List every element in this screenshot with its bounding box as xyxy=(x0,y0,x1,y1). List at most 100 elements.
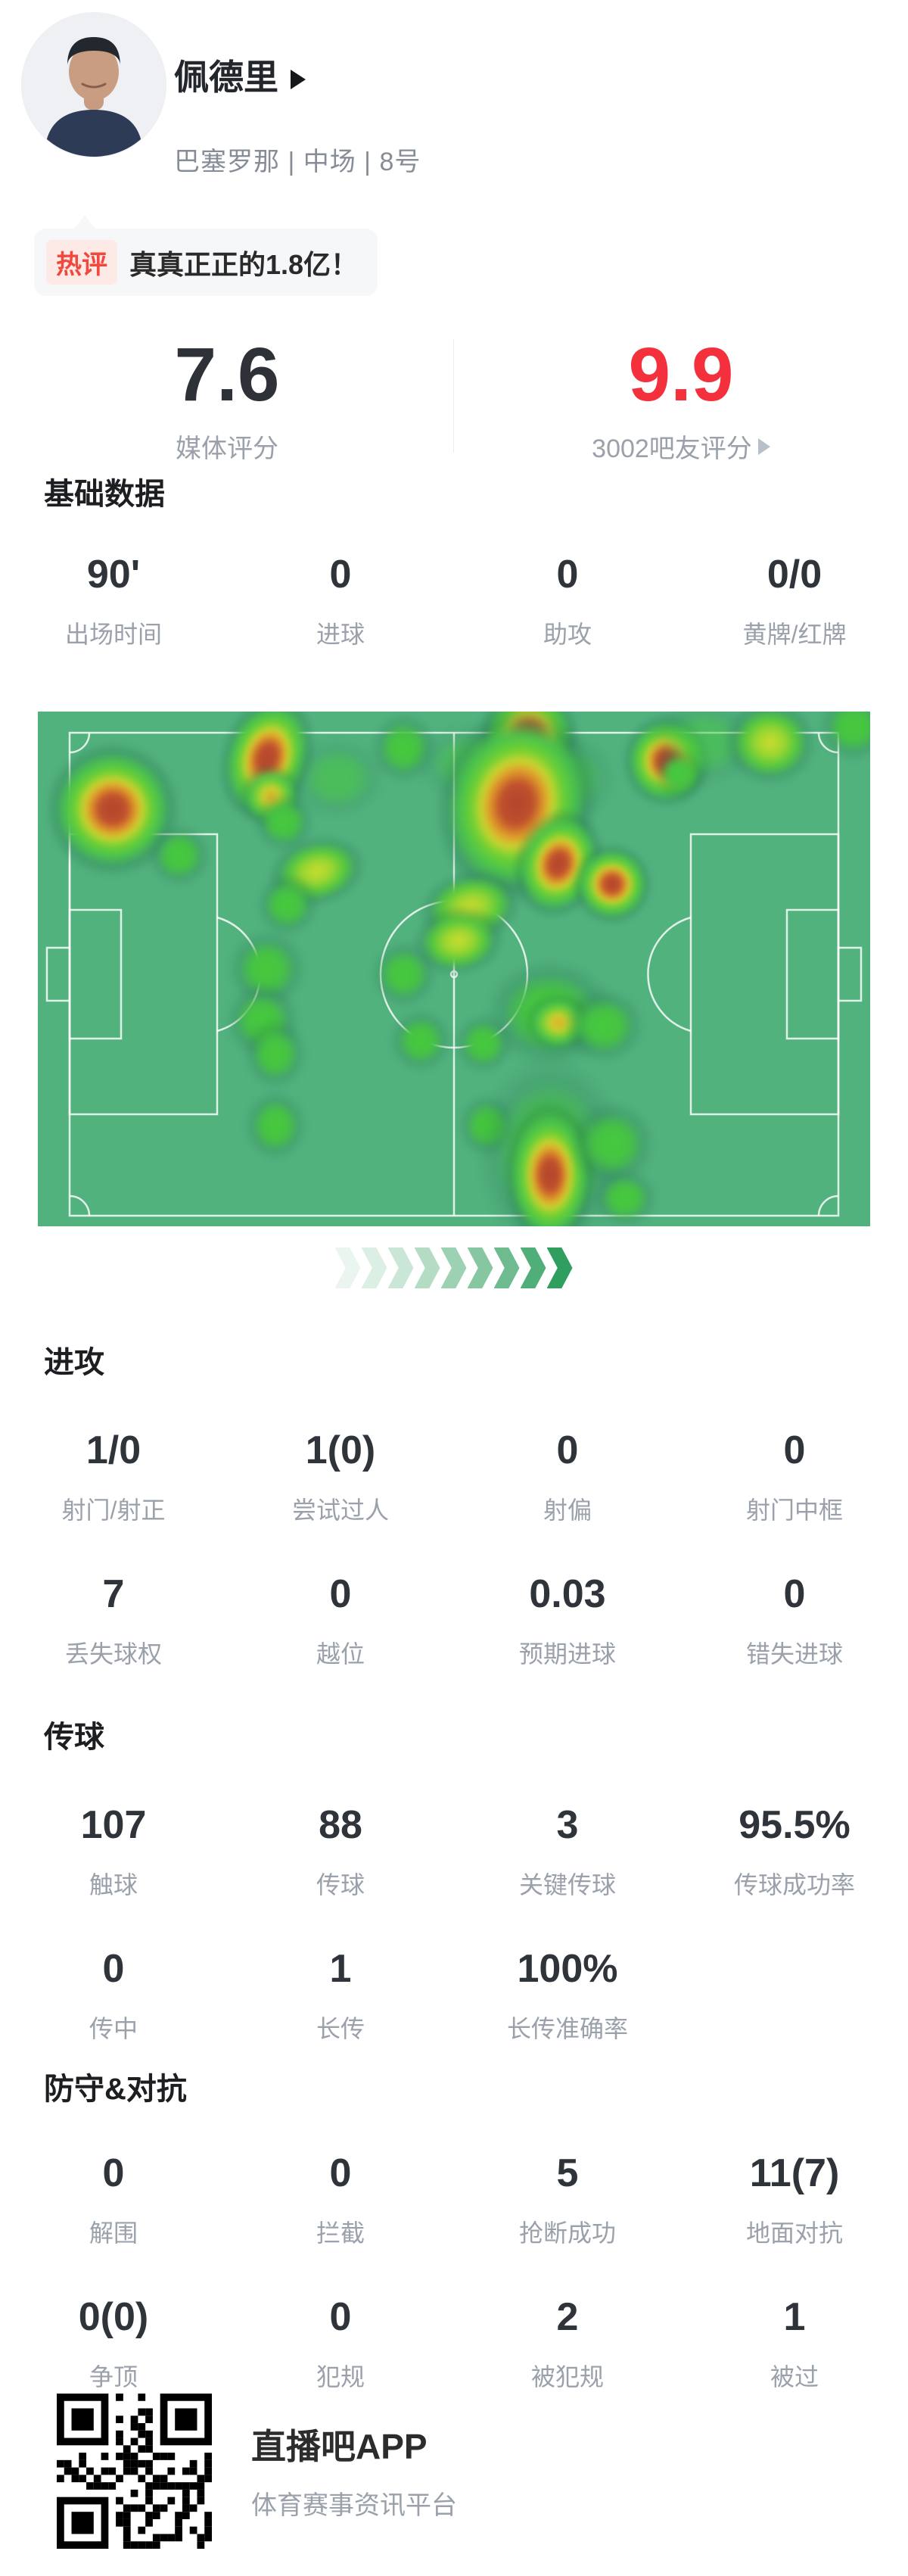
name-arrow-icon xyxy=(291,70,306,89)
heat-blob xyxy=(388,1008,453,1073)
stat-cell-long-ball-accuracy: 100% 长传准确率 xyxy=(454,1945,681,2044)
hot-comment-badge[interactable]: 热评 真真正正的1.8亿！ xyxy=(34,216,378,296)
stat-cell-clearances: 0 解围 xyxy=(0,2150,227,2248)
stat-label: 传中 xyxy=(89,2015,138,2042)
stat-cell-shots: 1/0 射门/射正 xyxy=(0,1427,227,1525)
chevron-icon xyxy=(520,1248,546,1288)
stat-cell-xg: 0.03 预期进球 xyxy=(454,1571,681,1669)
stat-label: 犯规 xyxy=(316,2363,365,2391)
stat-value: 0.03 xyxy=(529,1572,606,1616)
stat-value: 90' xyxy=(86,553,141,596)
avatar-photo xyxy=(22,13,166,157)
stat-value: 0 xyxy=(329,1572,352,1616)
stat-value: 107 xyxy=(80,1803,147,1847)
section-title-passing: 传球 xyxy=(44,1721,104,1754)
passing-stats-row-2: 0 传中 1 长传 100% 长传准确率 xyxy=(0,1945,908,2044)
stat-label: 解围 xyxy=(89,2219,138,2247)
stat-value: 0 xyxy=(102,2151,125,2195)
player-avatar[interactable] xyxy=(21,12,166,157)
player-team-line: 巴塞罗那 | 中场 | 8号 xyxy=(174,148,421,176)
fans-rating[interactable]: 9.9 3002吧友评分 xyxy=(454,326,908,465)
stat-label: 黄牌/红牌 xyxy=(742,621,847,648)
stat-cell-dribbles: 1(0) 尝试过人 xyxy=(227,1427,454,1525)
media-rating-label: 媒体评分 xyxy=(176,435,278,463)
stat-cell-offsides: 0 越位 xyxy=(227,1571,454,1669)
stat-value: 0 xyxy=(102,1947,125,1991)
stat-cell-empty xyxy=(681,1945,908,2044)
stat-label: 长传 xyxy=(316,2015,365,2042)
stat-cell-was-fouled: 2 被犯规 xyxy=(454,2294,681,2392)
stat-value: 2 xyxy=(556,2295,579,2339)
stat-value: 11(7) xyxy=(749,2151,840,2195)
hot-comment-text: 真真正正的1.8亿！ xyxy=(129,248,359,280)
stat-label: 射门/射正 xyxy=(61,1497,166,1524)
stat-value: 0 xyxy=(329,2295,352,2339)
chevron-icon xyxy=(414,1248,440,1288)
stat-cell-crosses: 0 传中 xyxy=(0,1945,227,2044)
stat-cell-tackles: 5 抢断成功 xyxy=(454,2150,681,2248)
stat-label: 地面对抗 xyxy=(745,2219,843,2247)
stat-value: 100% xyxy=(517,1947,618,1991)
stat-cell-key-passes: 3 关键传球 xyxy=(454,1802,681,1900)
heat-blob xyxy=(255,872,320,937)
heatmap-pitch xyxy=(38,712,870,1226)
heat-blob xyxy=(571,843,653,925)
stat-label: 传球成功率 xyxy=(733,1871,855,1899)
chevron-arrows-icon xyxy=(0,1248,908,1288)
fans-rating-label-text: 3002吧友评分 xyxy=(592,435,752,463)
stat-cell-pass-accuracy: 95.5% 传球成功率 xyxy=(681,1802,908,1900)
basic-stats-row: 90' 出场时间 0 进球 0 助攻 0/0 黄牌/红牌 xyxy=(0,551,908,649)
stat-label: 错失进球 xyxy=(745,1640,843,1668)
stat-value: 1 xyxy=(783,2295,806,2339)
stat-value: 88 xyxy=(319,1803,362,1847)
player-name-row[interactable]: 佩德里 xyxy=(174,56,306,98)
stat-value: 0(0) xyxy=(78,2295,149,2339)
ratings-divider xyxy=(453,339,454,453)
stat-label: 争顶 xyxy=(89,2363,138,2391)
stat-label: 丢失球权 xyxy=(64,1640,162,1668)
stat-cell-aerial-duels: 0(0) 争顶 xyxy=(0,2294,227,2392)
heat-blob xyxy=(452,1013,514,1074)
stat-value: 95.5% xyxy=(739,1803,850,1847)
stat-cell-touches: 107 触球 xyxy=(0,1802,227,1900)
chevron-icon xyxy=(493,1248,520,1288)
stat-label: 助攻 xyxy=(543,621,592,648)
stat-label: 越位 xyxy=(316,1640,365,1668)
stat-cell-goals: 0 进球 xyxy=(227,551,454,649)
stat-value: 0 xyxy=(556,1428,579,1472)
defense-stats-row-2: 0(0) 争顶 0 犯规 2 被犯规 1 被过 xyxy=(0,2294,908,2392)
stat-value: 0 xyxy=(329,2151,352,2195)
hot-tag: 热评 xyxy=(46,240,117,285)
heat-blob xyxy=(147,823,212,888)
stat-cell-interceptions: 0 拦截 xyxy=(227,2150,454,2248)
defense-stats-row-1: 0 解围 0 拦截 5 抢断成功 11(7) 地面对抗 xyxy=(0,2150,908,2248)
section-title-basic: 基础数据 xyxy=(44,478,165,511)
chevron-icon xyxy=(361,1248,387,1288)
chevron-icon xyxy=(387,1248,414,1288)
stat-value: 0 xyxy=(556,553,579,596)
stat-cell-minutes: 90' 出场时间 xyxy=(0,551,227,649)
chevron-icon xyxy=(334,1248,361,1288)
fans-rating-label[interactable]: 3002吧友评分 xyxy=(592,428,770,465)
qr-code xyxy=(57,2394,212,2549)
stat-value: 1(0) xyxy=(305,1428,376,1472)
heat-blob xyxy=(243,1089,307,1162)
stat-cell-possession-lost: 7 丢失球权 xyxy=(0,1571,227,1669)
stat-cell-big-chances-missed: 0 错失进球 xyxy=(681,1571,908,1669)
stat-value: 1/0 xyxy=(86,1428,141,1472)
stat-label: 射门中框 xyxy=(745,1497,843,1524)
stat-cell-cards: 0/0 黄牌/红牌 xyxy=(681,551,908,649)
app-tagline: 体育赛事资讯平台 xyxy=(251,2491,457,2520)
stat-cell-woodwork: 0 射门中框 xyxy=(681,1427,908,1525)
stat-label: 被犯规 xyxy=(530,2363,604,2391)
stat-label: 被过 xyxy=(770,2363,819,2391)
player-name: 佩德里 xyxy=(174,58,278,97)
stat-label: 传球 xyxy=(316,1871,365,1899)
fans-arrow-icon xyxy=(757,438,770,455)
heat-blob xyxy=(243,1017,307,1090)
stat-label: 进球 xyxy=(316,621,365,648)
chevron-icon xyxy=(440,1248,467,1288)
media-rating: 7.6 媒体评分 xyxy=(0,326,454,465)
passing-stats-row-1: 107 触球 88 传球 3 关键传球 95.5% 传球成功率 xyxy=(0,1802,908,1900)
stat-cell-ground-duels: 11(7) 地面对抗 xyxy=(681,2150,908,2248)
